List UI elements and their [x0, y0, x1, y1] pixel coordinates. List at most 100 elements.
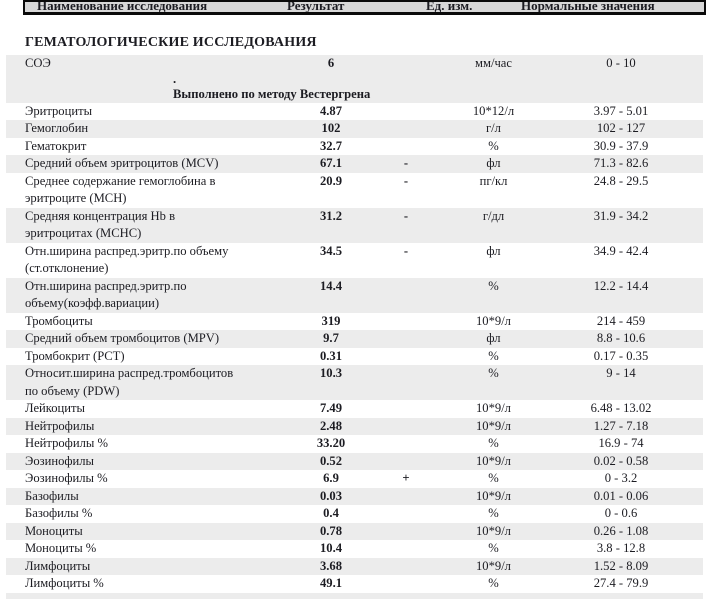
result-cell: 10.3 — [319, 366, 343, 380]
table-row: Лимфоциты 3.68 10*9/л 1.52 - 8.09 — [6, 557, 703, 575]
units-cell: % — [488, 541, 499, 555]
range-cell: 0.01 - 0.06 — [593, 488, 649, 503]
range-cell: 1.27 - 7.18 — [593, 418, 649, 433]
units-cell: г/л — [486, 121, 501, 135]
result-cell: 3.68 — [319, 558, 343, 573]
soe-block: СОЭ 6 мм/час 0 - 10 . Выполнено по метод… — [6, 55, 703, 103]
result-cell: 31.2 — [319, 208, 343, 223]
range-cell: 6.48 - 13.02 — [590, 401, 652, 415]
table-row: Базофилы % 0.4 % 0 - 0.6 — [6, 505, 703, 523]
units-cell: 10*9/л — [476, 401, 511, 415]
units-cell: фл — [486, 331, 501, 345]
units-cell: фл — [486, 243, 501, 258]
units-cell: 10*9/л — [476, 558, 511, 573]
units-cell: % — [488, 278, 499, 293]
table-row: Средний объем эритроцитов (MCV) 67.1 - ф… — [6, 155, 703, 173]
test-name-cell: Отн.ширина распред.эритр.по объему(коэфф… — [25, 278, 187, 311]
range-cell: 24.8 - 29.5 — [593, 173, 649, 188]
test-name-cell: Базофилы — [25, 488, 79, 503]
test-name-cell: Гемоглобин — [25, 121, 89, 135]
range-cell: 8.8 - 10.6 — [596, 331, 646, 345]
result-cell: 20.9 — [319, 173, 343, 188]
units-cell: мм/час — [475, 56, 512, 70]
table-row: Средняя концентрация Hb в эритроцитах (M… — [6, 207, 703, 243]
flag-cell: - — [403, 208, 409, 223]
results-table: СОЭ 6 мм/час 0 - 10 . Выполнено по метод… — [6, 55, 703, 599]
range-cell: 31.9 - 34.2 — [593, 208, 649, 223]
range-cell: 0 - 0.6 — [604, 506, 638, 520]
table-row: Эозинофилы % 6.9 + % 0 - 3.2 — [6, 470, 703, 488]
test-name-cell: Отн.ширина распред.эритр.по объему (ст.о… — [25, 243, 229, 276]
units-cell: г/дл — [482, 208, 505, 223]
range-cell: 34.9 - 42.4 — [593, 243, 649, 258]
range-cell: 12.2 - 14.4 — [593, 278, 649, 293]
result-cell: 0.4 — [323, 506, 339, 520]
range-cell: 3.97 - 5.01 — [593, 103, 649, 118]
range-cell: 27.4 - 79.9 — [593, 576, 649, 590]
units-cell: 10*9/л — [476, 488, 511, 503]
test-name-cell: Моноциты — [25, 523, 83, 538]
range-cell: 3.8 - 12.8 — [596, 541, 646, 555]
units-cell: % — [488, 471, 499, 485]
result-cell: 9.7 — [323, 331, 339, 345]
result-cell: 6.9 — [323, 471, 339, 485]
next-row-strip — [6, 593, 703, 599]
test-name-cell: Нейтрофилы % — [25, 436, 108, 450]
test-name-cell: Базофилы % — [25, 506, 93, 520]
test-name-cell: Лейкоциты — [25, 401, 86, 415]
units-cell: 10*9/л — [476, 418, 511, 433]
range-cell: 9 - 14 — [606, 366, 636, 380]
result-cell: 0.31 — [319, 348, 343, 363]
column-header-normal-values: Нормальные значения — [521, 0, 655, 13]
test-name-cell: Эритроциты — [25, 103, 93, 118]
result-cell: 7.49 — [319, 401, 343, 415]
table-row: Отн.ширина распред.эритр.по объему(коэфф… — [6, 277, 703, 313]
test-name-cell: Относит.ширина распред.тромбоцитов по об… — [25, 366, 234, 398]
test-name-cell: Гематокрит — [25, 138, 87, 153]
range-cell: 214 - 459 — [596, 313, 646, 328]
test-name-cell: Эозинофилы — [25, 453, 95, 468]
result-cell: 2.48 — [319, 418, 343, 433]
table-row: Нейтрофилы % 33.20 % 16.9 - 74 — [6, 435, 703, 453]
test-name-cell: Лимфоциты % — [25, 576, 104, 590]
result-cell: 34.5 — [319, 243, 343, 258]
table-row: Эозинофилы 0.52 10*9/л 0.02 - 0.58 — [6, 452, 703, 470]
result-cell: 102 — [321, 121, 341, 135]
range-cell: 0 - 3.2 — [604, 471, 638, 485]
table-row: СОЭ 6 мм/час 0 - 10 — [6, 55, 703, 73]
range-cell: 16.9 - 74 — [598, 436, 644, 450]
range-cell: 0.02 - 0.58 — [593, 453, 649, 468]
range-cell: 71.3 - 82.6 — [593, 156, 649, 170]
table-row: Тромбокрит (PCT) 0.31 % 0.17 - 0.35 — [6, 348, 703, 366]
result-cell: 67.1 — [319, 156, 343, 170]
table-row: Средний объем тромбоцитов (MPV) 9.7 фл 8… — [6, 330, 703, 348]
table-row: Нейтрофилы 2.48 10*9/л 1.27 - 7.18 — [6, 417, 703, 435]
units-cell: % — [488, 506, 499, 520]
table-row: Базофилы 0.03 10*9/л 0.01 - 0.06 — [6, 487, 703, 505]
result-cell: 49.1 — [319, 576, 343, 590]
range-cell: 1.52 - 8.09 — [593, 558, 649, 573]
test-name-cell: Средняя концентрация Hb в эритроцитах (M… — [25, 208, 176, 241]
units-cell: % — [488, 576, 499, 590]
section-title: ГЕМАТОЛОГИЧЕСКИЕ ИССЛЕДОВАНИЯ — [25, 35, 317, 50]
units-cell: % — [488, 138, 499, 153]
units-cell: пг/кл — [479, 173, 508, 188]
range-cell: 0.17 - 0.35 — [593, 348, 649, 363]
result-cell: 6 — [327, 56, 335, 70]
range-cell: 0 - 10 — [606, 56, 636, 70]
test-name-cell: Среднее содержание гемоглобина в эритроц… — [25, 173, 216, 206]
result-cell: 10.4 — [319, 541, 343, 555]
units-cell: % — [488, 348, 499, 363]
result-cell: 0.78 — [319, 523, 343, 538]
range-cell: 0.26 - 1.08 — [593, 523, 649, 538]
table-row: Тромбоциты 319 10*9/л 214 - 459 — [6, 313, 703, 331]
flag-cell: + — [402, 471, 410, 485]
result-cell: 0.52 — [319, 453, 343, 468]
units-cell: % — [488, 436, 499, 450]
table-row: Лейкоциты 7.49 10*9/л 6.48 - 13.02 — [6, 400, 703, 418]
test-name-cell: Эозинофилы % — [25, 471, 108, 485]
flag-cell: - — [403, 156, 409, 170]
units-cell: 10*9/л — [476, 523, 511, 538]
test-name-cell: Средний объем тромбоцитов (MPV) — [25, 331, 220, 345]
